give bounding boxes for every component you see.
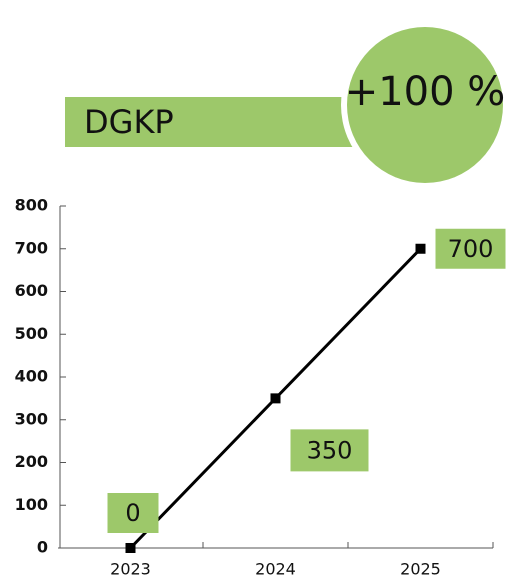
- y-tick-label: 300: [15, 409, 48, 428]
- title-banner: [65, 97, 355, 147]
- point: [270, 393, 281, 404]
- point: [415, 243, 426, 254]
- y-tick-label: 800: [15, 196, 48, 215]
- x-tick-label: 2023: [110, 560, 151, 579]
- data-label: 700: [448, 235, 494, 263]
- annotation: +100 %: [345, 69, 506, 115]
- point: [125, 543, 136, 553]
- data-label: 0: [125, 499, 140, 527]
- badge: [347, 27, 503, 183]
- y-tick-label: 700: [15, 238, 48, 257]
- y-tick-label: 0: [37, 538, 48, 557]
- y-tick-label: 100: [15, 495, 48, 514]
- y-tick-label: 600: [15, 281, 48, 300]
- x-tick-label: 2024: [255, 560, 296, 579]
- chart-title: DGKP: [84, 103, 174, 141]
- y-tick-label: 500: [15, 324, 48, 343]
- data-label: 350: [307, 436, 353, 464]
- data-label-box: [290, 429, 369, 472]
- data-label-box: [107, 493, 159, 533]
- data-label-box: [435, 228, 506, 269]
- y-tick-label: 400: [15, 367, 48, 386]
- y-tick-label: 200: [15, 452, 48, 471]
- x-tick-label: 2025: [400, 560, 441, 579]
